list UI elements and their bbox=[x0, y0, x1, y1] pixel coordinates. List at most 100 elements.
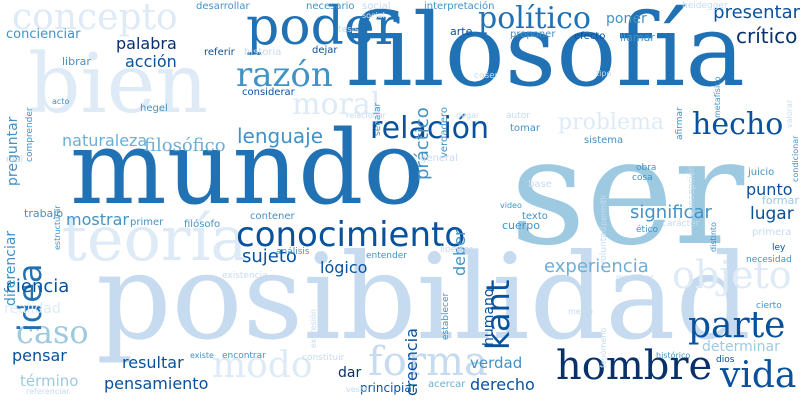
word-etico: ético bbox=[636, 225, 659, 235]
word-ser: ser bbox=[510, 106, 745, 278]
word-desarrollar: desarrollar bbox=[196, 1, 250, 12]
word-tomar: tomar bbox=[510, 123, 541, 134]
word-accion: acción bbox=[125, 52, 177, 71]
word-historico: histórico bbox=[656, 351, 691, 360]
word-bien: bien bbox=[28, 37, 209, 132]
word-filosofo: filósofo bbox=[184, 219, 221, 230]
word-humano: humano bbox=[481, 288, 497, 346]
word-lugar: lugar bbox=[750, 204, 794, 224]
word-analisis: análisis bbox=[276, 247, 310, 257]
word-metafisico: metafísico bbox=[713, 76, 722, 118]
word-interpretacion: interpretación bbox=[424, 1, 495, 12]
word-lenguaje: lenguaje bbox=[237, 124, 324, 148]
word-relacionar: relacionar bbox=[346, 111, 386, 120]
word-diferenciar: diferenciar bbox=[3, 230, 19, 306]
word-heidegger: heidegger bbox=[682, 1, 728, 11]
word-encontrar: encontrar bbox=[222, 351, 266, 361]
word-preguntar: preguntar bbox=[5, 116, 21, 186]
word-expresion: expresión bbox=[309, 309, 318, 348]
word-valorar: valorar bbox=[785, 99, 794, 128]
word-naturaleza: naturaleza bbox=[62, 131, 148, 150]
word-existencia: existencia bbox=[222, 271, 268, 281]
word-cosa: cosa bbox=[632, 173, 653, 183]
word-sistema: sistema bbox=[584, 135, 624, 146]
word-realidad: realidad bbox=[4, 301, 61, 317]
word-mostrar: mostrar bbox=[66, 210, 129, 229]
word-pensar: pensar bbox=[12, 346, 67, 365]
word-dejar: dejar bbox=[312, 45, 338, 56]
word-vida: vida bbox=[720, 355, 797, 396]
word-necesidad: necesidad bbox=[746, 255, 792, 265]
word-pensamiento: pensamiento bbox=[104, 374, 209, 393]
word-objeto: objeto bbox=[672, 253, 792, 297]
word-degar: degar bbox=[456, 111, 480, 120]
word-primer: primer bbox=[130, 217, 164, 228]
word-ley: ley bbox=[772, 243, 786, 253]
word-palabra: palabra bbox=[116, 34, 177, 53]
word-resultar: resultar bbox=[122, 353, 184, 372]
word-concepcion: concepción bbox=[687, 164, 697, 216]
word-experiencia: experiencia bbox=[544, 256, 649, 277]
word-poner: poner bbox=[606, 11, 647, 27]
word-mundo: mundo bbox=[70, 109, 425, 228]
word-comprender: comprender bbox=[25, 107, 35, 162]
word-video: video bbox=[500, 201, 522, 210]
word-conocimiento: conocimiento bbox=[236, 215, 466, 255]
word-vestir: vestir bbox=[346, 385, 369, 394]
word-presentar: presentar bbox=[713, 2, 800, 23]
word-afirmar: afirmar bbox=[675, 107, 685, 140]
word-real: real bbox=[6, 155, 24, 165]
word-verdad: verdad bbox=[470, 354, 523, 372]
word-modo: modo bbox=[212, 345, 313, 386]
word-termino: término bbox=[20, 372, 79, 390]
word-llamar: llamar bbox=[620, 31, 655, 44]
word-sujeto: sujeto bbox=[242, 246, 297, 267]
word-ciencia: ciencia bbox=[6, 276, 70, 297]
word-permitir: permitir bbox=[599, 194, 608, 226]
word-caso: caso bbox=[16, 313, 89, 351]
word-coser: coser bbox=[474, 71, 499, 81]
word-razon: razón bbox=[236, 55, 333, 95]
word-librar: librar bbox=[62, 55, 91, 68]
word-caracter: carácter bbox=[662, 219, 700, 229]
word-problema: problema bbox=[558, 110, 664, 135]
word-parte: parte bbox=[688, 305, 786, 346]
word-primera: primera bbox=[752, 227, 792, 238]
word-establecer: establecer bbox=[441, 292, 451, 340]
word-hegel: hegel bbox=[140, 103, 168, 114]
word-condicionar: condicionar bbox=[791, 135, 800, 182]
word-distinto: distinto bbox=[709, 222, 718, 252]
word-filosofia: filosofía bbox=[346, 0, 746, 109]
word-tipo: tipo bbox=[596, 69, 612, 78]
word-contener: contener bbox=[250, 211, 295, 222]
word-filosofico: filosófico bbox=[144, 135, 226, 156]
word-teoria: teoría bbox=[62, 202, 248, 275]
word-voluntad: voluntad bbox=[599, 226, 609, 267]
word-fenomeno: fenómeno bbox=[599, 327, 608, 368]
word-obra: obra bbox=[636, 163, 657, 173]
word-determinar: determinar bbox=[702, 339, 780, 355]
word-moral: moral bbox=[292, 87, 381, 122]
word-social: social bbox=[362, 1, 391, 12]
word-formar: formar bbox=[762, 194, 799, 207]
word-principiar: principiar bbox=[360, 381, 417, 395]
word-concepto: concepto bbox=[12, 0, 178, 38]
word-derecho: derecho bbox=[470, 375, 535, 394]
word-general: general bbox=[420, 153, 459, 164]
word-libertar: libertar bbox=[440, 245, 473, 255]
word-entender: entender bbox=[366, 251, 407, 261]
word-constituir: constituir bbox=[302, 353, 345, 363]
word-texto: texto bbox=[522, 211, 548, 222]
word-politico: político bbox=[478, 1, 591, 36]
word-proponer: proponer bbox=[510, 29, 556, 40]
word-acercar: acercar bbox=[428, 379, 466, 390]
word-considerar: considerar bbox=[242, 87, 295, 98]
word-hecho: hecho bbox=[692, 107, 784, 142]
word-necesario: necesario bbox=[306, 1, 355, 12]
word-cuerpo: cuerpo bbox=[502, 219, 541, 232]
word-practico: práctico bbox=[412, 107, 433, 180]
word-referenciar: referenciar bbox=[26, 387, 70, 396]
word-significar: significar bbox=[630, 202, 712, 223]
word-cierto: cierto bbox=[756, 301, 782, 311]
